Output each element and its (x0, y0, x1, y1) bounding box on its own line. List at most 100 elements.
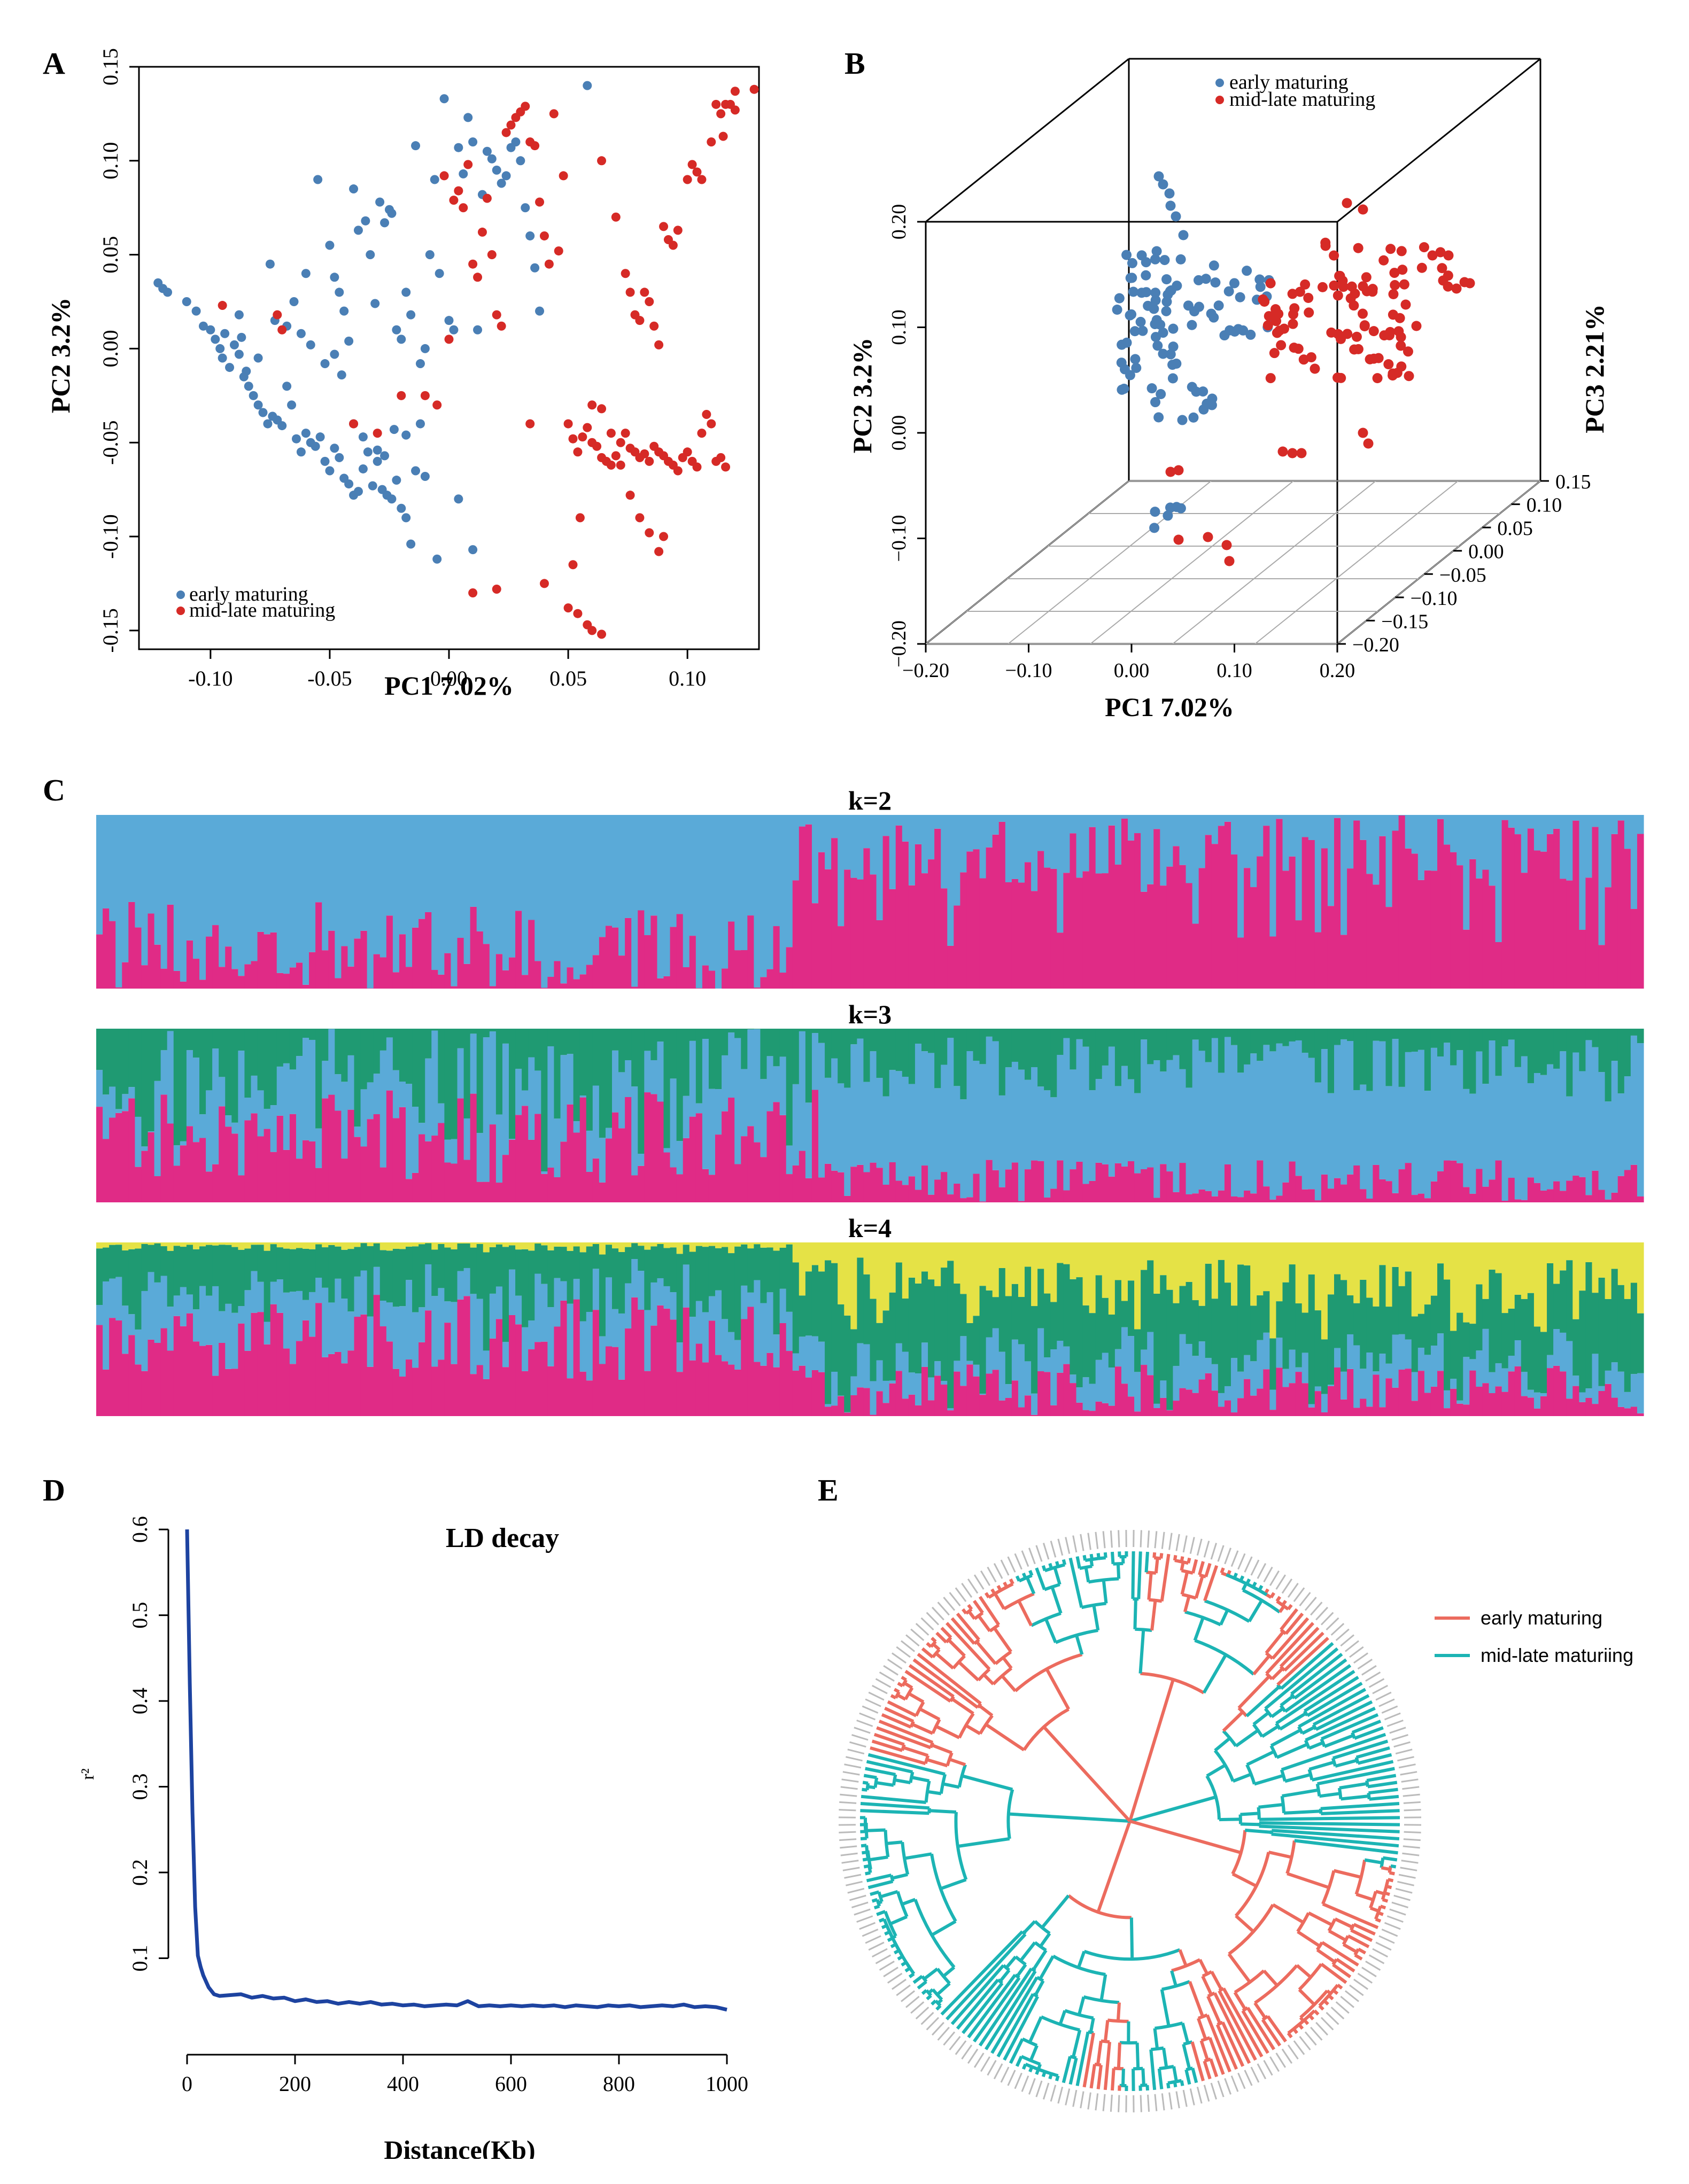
early-point (397, 503, 406, 513)
structure-row-title: k=3 (848, 999, 892, 1029)
ancestry-segment (483, 815, 490, 944)
tree-branch (896, 1693, 907, 1701)
ancestry-segment (1308, 1029, 1315, 1058)
ancestry-segment (1417, 880, 1425, 989)
ancestry-segment (650, 1060, 658, 1094)
leaf-label-mark (1244, 2070, 1253, 2086)
ancestry-segment (979, 1395, 987, 1416)
early-point (1153, 412, 1164, 423)
ancestry-segment (1360, 1369, 1367, 1399)
tree-branch (1133, 1599, 1137, 1629)
ancestry-segment (141, 1146, 149, 1151)
ancestry-segment (1095, 1401, 1103, 1416)
ancestry-segment (818, 852, 825, 989)
ancestry-segment (1579, 1177, 1586, 1202)
ancestry-segment (199, 1114, 206, 1138)
ancestry-segment (1630, 815, 1638, 909)
tree-branch (1041, 1565, 1047, 1572)
ancestry-segment (1134, 815, 1141, 834)
ancestry-segment (1444, 1390, 1451, 1409)
ancestry-segment (1547, 1263, 1554, 1355)
tree-branch (1003, 1995, 1040, 2061)
early-point (1255, 282, 1266, 292)
ancestry-segment (1341, 935, 1347, 989)
midlate-point (539, 579, 549, 588)
ancestry-segment (625, 1060, 632, 1097)
early-point (1150, 287, 1161, 298)
ancestry-segment (947, 1038, 954, 1195)
ancestry-segment (638, 1154, 645, 1166)
ancestry-segment (844, 1412, 851, 1416)
tree-branch (1044, 1618, 1057, 1643)
ancestry-segment (463, 815, 471, 964)
ancestry-segment (1521, 1242, 1528, 1300)
ancestry-segment (1044, 1197, 1051, 1202)
ancestry-segment (1166, 1171, 1174, 1202)
midlate-point (1435, 247, 1446, 258)
leaf-label-mark (993, 2063, 1003, 2079)
ancestry-segment (734, 1246, 741, 1340)
ancestry-segment (1011, 1380, 1019, 1416)
ancestry-segment (483, 1379, 490, 1416)
early-point (258, 408, 268, 417)
ancestry-segment (612, 1112, 619, 1202)
ancestry-segment (495, 1242, 503, 1245)
ancestry-segment (1327, 906, 1335, 989)
leaf-label-mark (1275, 2053, 1287, 2068)
tree-branch (887, 1700, 917, 1717)
early-point (225, 363, 235, 372)
ancestry-segment (908, 1029, 916, 1084)
midlate-point (583, 423, 592, 432)
early-point (511, 137, 521, 147)
leaf-label-mark (1000, 1559, 1010, 1576)
ancestry-segment (431, 1242, 438, 1250)
midlate-point (640, 449, 649, 458)
ancestry-segment (650, 1325, 658, 1416)
midlate-point (1358, 428, 1368, 438)
tree-branch (1017, 1600, 1033, 1627)
tree-branch (1259, 1816, 1400, 1821)
ancestry-segment (1637, 1196, 1644, 1202)
x-tick-label: -0.10 (188, 666, 233, 690)
ancestry-segment (676, 914, 684, 989)
ancestry-segment (663, 1242, 671, 1248)
ancestry-segment (328, 815, 335, 931)
leaf-label-mark (851, 1734, 869, 1741)
ancestry-segment (1031, 1414, 1038, 1416)
tree-branch (1241, 2010, 1269, 2054)
ancestry-segment (303, 1140, 309, 1202)
ancestry-segment (1244, 1242, 1251, 1266)
ancestry-segment (1289, 1383, 1296, 1416)
ancestry-segment (1417, 1029, 1425, 1050)
ancestry-segment (1192, 815, 1199, 924)
ancestry-segment (431, 1296, 438, 1367)
ancestry-segment (773, 1367, 780, 1416)
leaf-label-mark (915, 2007, 929, 2020)
legend-marker-early (176, 590, 185, 599)
ancestry-segment (392, 1118, 400, 1202)
ancestry-segment (1495, 1029, 1502, 1076)
tree-branch (1075, 2031, 1090, 2086)
ancestry-segment (1314, 932, 1322, 989)
early-point (401, 513, 411, 523)
ancestry-segment (805, 1242, 812, 1272)
early-point (530, 263, 540, 273)
ancestry-segment (379, 1050, 387, 1168)
ancestry-segment (1605, 1370, 1612, 1384)
ancestry-segment (128, 1314, 135, 1335)
tree-branch-arc (1204, 1599, 1250, 1623)
tree-branch (1218, 1990, 1257, 2061)
ancestry-segment (579, 974, 587, 989)
ancestry-segment (670, 1078, 677, 1168)
z-tick-label: 0.05 (1497, 517, 1533, 540)
tree-branch (1382, 1898, 1389, 1903)
ancestry-segment (315, 815, 322, 903)
tree-branch (870, 1890, 880, 1896)
leaf-label-mark (993, 1563, 1003, 1579)
ancestry-segment (1076, 1242, 1083, 1278)
ancestry-segment (1018, 882, 1025, 989)
ancestry-segment (1257, 1295, 1264, 1340)
ancestry-segment (1624, 815, 1631, 849)
midlate-point (473, 273, 483, 282)
ancestry-segment (1360, 1029, 1367, 1085)
